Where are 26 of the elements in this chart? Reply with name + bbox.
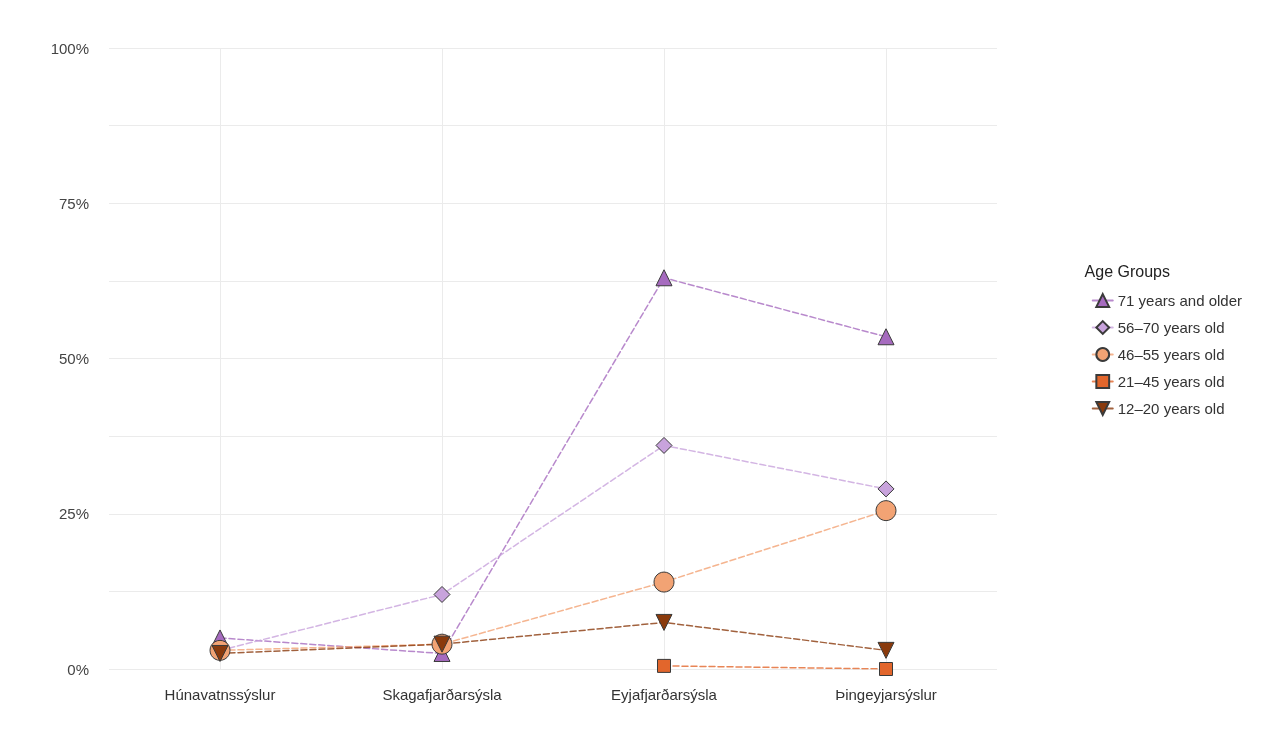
y-tick-label: 25% [58,505,89,523]
legend-label: 56–70 years old [1117,319,1225,336]
point [877,480,895,498]
legend-label: 12–20 years old [1117,400,1225,417]
point [875,500,897,522]
point [657,658,671,673]
x-tick-label: Húnavatnssýslur [164,686,276,703]
x-tick-label: Skagafjarðarsýsla [382,686,503,703]
y-tick-label: 50% [58,350,89,367]
point [655,613,673,631]
point [877,328,895,346]
legend-label: 71 years and older [1117,292,1242,309]
point [433,585,451,603]
point [879,662,893,676]
x-tick-label: Eyjafjarðarsýsla [611,686,718,703]
y-tick-label: 75% [58,194,89,212]
legend-label: 46–55 years old [1117,346,1225,363]
point [653,571,675,593]
y-tick-label: 0% [67,660,89,678]
point [877,641,895,659]
point [655,436,673,454]
point [655,269,673,287]
x-tick-label: Þingeyjarsýslur [835,686,937,703]
legend-label: 21–45 years old [1117,373,1225,390]
legend-title: Age Groups [1084,262,1171,280]
y-tick-label: 100% [50,39,89,57]
